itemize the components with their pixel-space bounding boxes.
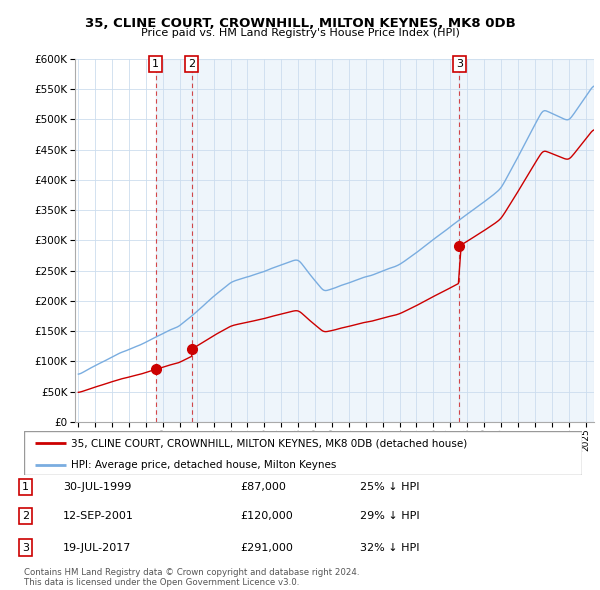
Text: HPI: Average price, detached house, Milton Keynes: HPI: Average price, detached house, Milt… — [71, 460, 337, 470]
Text: 35, CLINE COURT, CROWNHILL, MILTON KEYNES, MK8 0DB (detached house): 35, CLINE COURT, CROWNHILL, MILTON KEYNE… — [71, 438, 467, 448]
Text: 3: 3 — [456, 59, 463, 69]
Bar — [460, 59, 594, 422]
Text: Contains HM Land Registry data © Crown copyright and database right 2024.: Contains HM Land Registry data © Crown c… — [24, 568, 359, 577]
Text: 29% ↓ HPI: 29% ↓ HPI — [360, 512, 419, 521]
Text: 1: 1 — [152, 59, 159, 69]
Bar — [191, 59, 460, 422]
Text: 3: 3 — [22, 543, 29, 552]
Bar — [155, 59, 191, 422]
Text: £87,000: £87,000 — [240, 482, 286, 491]
Text: 2: 2 — [22, 512, 29, 521]
Text: 1: 1 — [22, 482, 29, 491]
Text: 2: 2 — [188, 59, 195, 69]
Text: This data is licensed under the Open Government Licence v3.0.: This data is licensed under the Open Gov… — [24, 578, 299, 587]
Text: 30-JUL-1999: 30-JUL-1999 — [63, 482, 131, 491]
Text: 32% ↓ HPI: 32% ↓ HPI — [360, 543, 419, 552]
Text: 35, CLINE COURT, CROWNHILL, MILTON KEYNES, MK8 0DB: 35, CLINE COURT, CROWNHILL, MILTON KEYNE… — [85, 17, 515, 30]
Text: 12-SEP-2001: 12-SEP-2001 — [63, 512, 134, 521]
Text: 25% ↓ HPI: 25% ↓ HPI — [360, 482, 419, 491]
Text: £120,000: £120,000 — [240, 512, 293, 521]
Text: £291,000: £291,000 — [240, 543, 293, 552]
Text: 19-JUL-2017: 19-JUL-2017 — [63, 543, 131, 552]
Text: Price paid vs. HM Land Registry's House Price Index (HPI): Price paid vs. HM Land Registry's House … — [140, 28, 460, 38]
